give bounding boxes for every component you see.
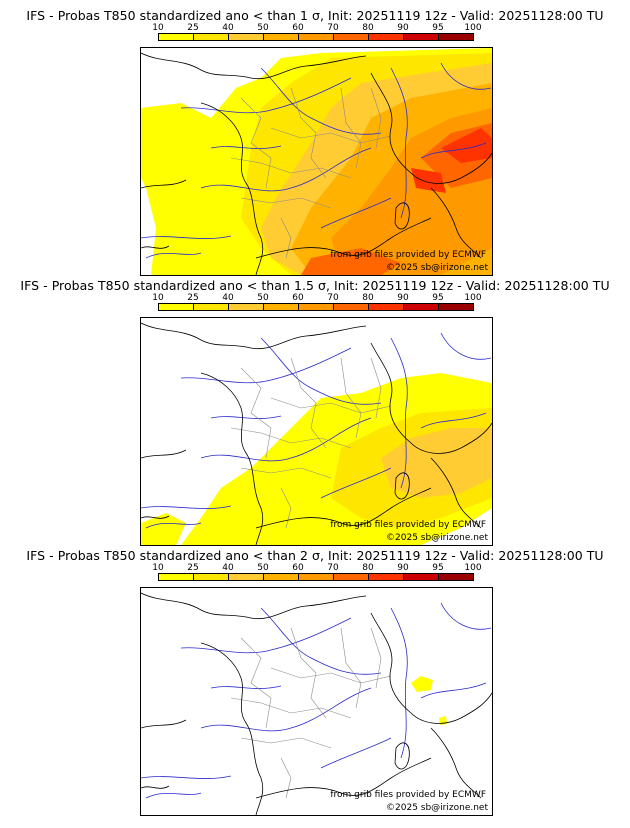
- scale-tick: 95: [432, 563, 444, 573]
- scale-tick: 10: [152, 563, 164, 573]
- color-swatch: [299, 574, 334, 580]
- copyright-credit: ©2025 sb@irizone.net: [386, 533, 488, 543]
- color-swatch: [299, 34, 334, 40]
- panel-title: IFS - Probas T850 standardized ano < tha…: [20, 278, 610, 293]
- color-swatch: [194, 34, 229, 40]
- prob-area-10: [411, 676, 433, 692]
- scale-tick: 70: [327, 563, 339, 573]
- prob-area-40: [381, 428, 492, 498]
- source-credit: from grib files provided by ECMWF: [330, 520, 486, 530]
- probability-map: from grib files provided by ECMWF ©2025 …: [140, 317, 493, 546]
- color-swatch: [159, 574, 194, 580]
- color-swatch: [194, 574, 229, 580]
- color-swatch: [264, 304, 299, 310]
- scale-tick: 25: [187, 563, 199, 573]
- scale-tick: 60: [292, 293, 304, 303]
- scale-tick: 80: [362, 563, 374, 573]
- color-swatch: [194, 304, 229, 310]
- color-swatch: [404, 34, 439, 40]
- copyright-credit: ©2025 sb@irizone.net: [386, 263, 488, 273]
- map-canvas: [141, 318, 492, 545]
- color-swatch: [439, 34, 473, 40]
- scale-tick: 50: [257, 23, 269, 33]
- scale-tick: 100: [464, 293, 482, 303]
- color-swatch: [159, 34, 194, 40]
- prob-area-80: [411, 128, 492, 193]
- scale-tick: 40: [222, 293, 234, 303]
- scale-tick: 70: [327, 293, 339, 303]
- color-swatch: [334, 304, 369, 310]
- color-swatch: [264, 34, 299, 40]
- map-panel-2: IFS - Probas T850 standardized ano < tha…: [0, 278, 630, 546]
- scale-tick: 60: [292, 563, 304, 573]
- scale-tick: 10: [152, 293, 164, 303]
- prob-area-10: [141, 513, 186, 545]
- color-swatch: [229, 574, 264, 580]
- color-swatch: [404, 574, 439, 580]
- color-bar: [158, 303, 474, 311]
- map-canvas: [141, 48, 492, 275]
- scale-tick: 40: [222, 563, 234, 573]
- scale-tick: 60: [292, 23, 304, 33]
- scale-tick: 25: [187, 293, 199, 303]
- scale-tick: 40: [222, 23, 234, 33]
- scale-tick: 90: [397, 23, 409, 33]
- panel-title: IFS - Probas T850 standardized ano < tha…: [26, 8, 604, 23]
- copyright-credit: ©2025 sb@irizone.net: [386, 803, 488, 813]
- prob-area-70: [301, 123, 492, 275]
- color-swatch: [369, 304, 404, 310]
- map-canvas: [141, 588, 492, 815]
- color-scale: 10 25 40 50 60 70 80 90 95 100: [152, 563, 482, 585]
- source-credit: from grib files provided by ECMWF: [330, 790, 486, 800]
- probability-map: from grib files provided by ECMWF ©2025 …: [140, 47, 493, 276]
- scale-tick: 70: [327, 23, 339, 33]
- color-scale: 10 25 40 50 60 70 80 90 95 100: [152, 23, 482, 45]
- color-swatch: [369, 574, 404, 580]
- color-swatch: [229, 304, 264, 310]
- color-swatch: [264, 574, 299, 580]
- scale-tick: 90: [397, 293, 409, 303]
- color-swatch: [369, 34, 404, 40]
- scale-tick: 100: [464, 23, 482, 33]
- color-swatch: [299, 304, 334, 310]
- map-panel-3: IFS - Probas T850 standardized ano < tha…: [0, 548, 630, 816]
- color-swatch: [159, 304, 194, 310]
- scale-tick: 90: [397, 563, 409, 573]
- scale-tick: 80: [362, 23, 374, 33]
- scale-tick: 95: [432, 293, 444, 303]
- scale-tick: 50: [257, 293, 269, 303]
- color-swatch: [439, 304, 473, 310]
- color-swatch: [334, 34, 369, 40]
- scale-tick: 25: [187, 23, 199, 33]
- color-scale: 10 25 40 50 60 70 80 90 95 100: [152, 293, 482, 315]
- color-swatch: [404, 304, 439, 310]
- color-swatch: [334, 574, 369, 580]
- scale-tick: 80: [362, 293, 374, 303]
- probability-map: from grib files provided by ECMWF ©2025 …: [140, 587, 493, 816]
- scale-tick: 50: [257, 563, 269, 573]
- scale-tick: 100: [464, 563, 482, 573]
- color-swatch: [439, 574, 473, 580]
- prob-area-10: [141, 178, 156, 275]
- color-swatch: [229, 34, 264, 40]
- color-bar: [158, 33, 474, 41]
- panel-title: IFS - Probas T850 standardized ano < tha…: [26, 548, 604, 563]
- scale-tick: 10: [152, 23, 164, 33]
- map-panel-1: IFS - Probas T850 standardized ano < tha…: [0, 8, 630, 276]
- color-bar: [158, 573, 474, 581]
- source-credit: from grib files provided by ECMWF: [330, 250, 486, 260]
- scale-tick: 95: [432, 23, 444, 33]
